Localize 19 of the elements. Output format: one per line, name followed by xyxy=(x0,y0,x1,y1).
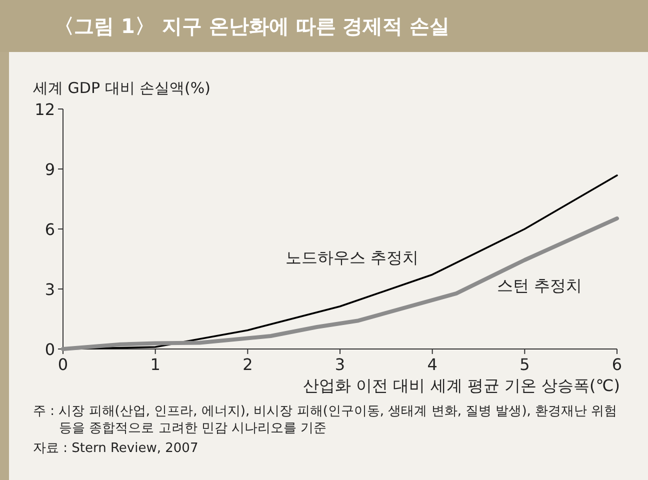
text: 자료 : Stern Review, 2007 xyxy=(33,440,200,457)
x-tick-label: 6 xyxy=(612,355,622,374)
series-label: 스턴 추정치 xyxy=(496,276,582,295)
x-tick-label: 2 xyxy=(242,355,253,374)
x-tick-label: 5 xyxy=(520,355,530,374)
text: 주 : 시장 피해(산업, 인프라, 에너지), 비시장 피해(인구이동, 생태계 변화, 질병 발생), 환경재난 위험 등을 종합적으로 고려한 민감 시나리오를 기준 xyxy=(33,403,618,437)
x-axis-title: 산업화 이전 대비 세계 평균 기온 상승폭(℃) xyxy=(303,376,620,395)
y-tick-label: 0 xyxy=(44,340,55,359)
x-tick-label: 1 xyxy=(150,355,160,374)
y-tick-label: 9 xyxy=(44,160,55,179)
y-tick-label: 6 xyxy=(44,220,55,239)
x-tick-label: 4 xyxy=(427,355,438,374)
x-tick-label: 0 xyxy=(58,355,68,374)
y-axis-title: 세계 GDP 대비 손실액(%) xyxy=(33,79,210,97)
series-label: 노드하우스 추정치 xyxy=(285,248,418,267)
y-tick-label: 3 xyxy=(44,280,55,299)
chart-title: 〈그림 1〉 지구 온난화에 따른 경제적 손실 xyxy=(0,0,648,52)
x-tick-label: 3 xyxy=(334,355,346,374)
y-tick-label: 12 xyxy=(34,100,55,119)
